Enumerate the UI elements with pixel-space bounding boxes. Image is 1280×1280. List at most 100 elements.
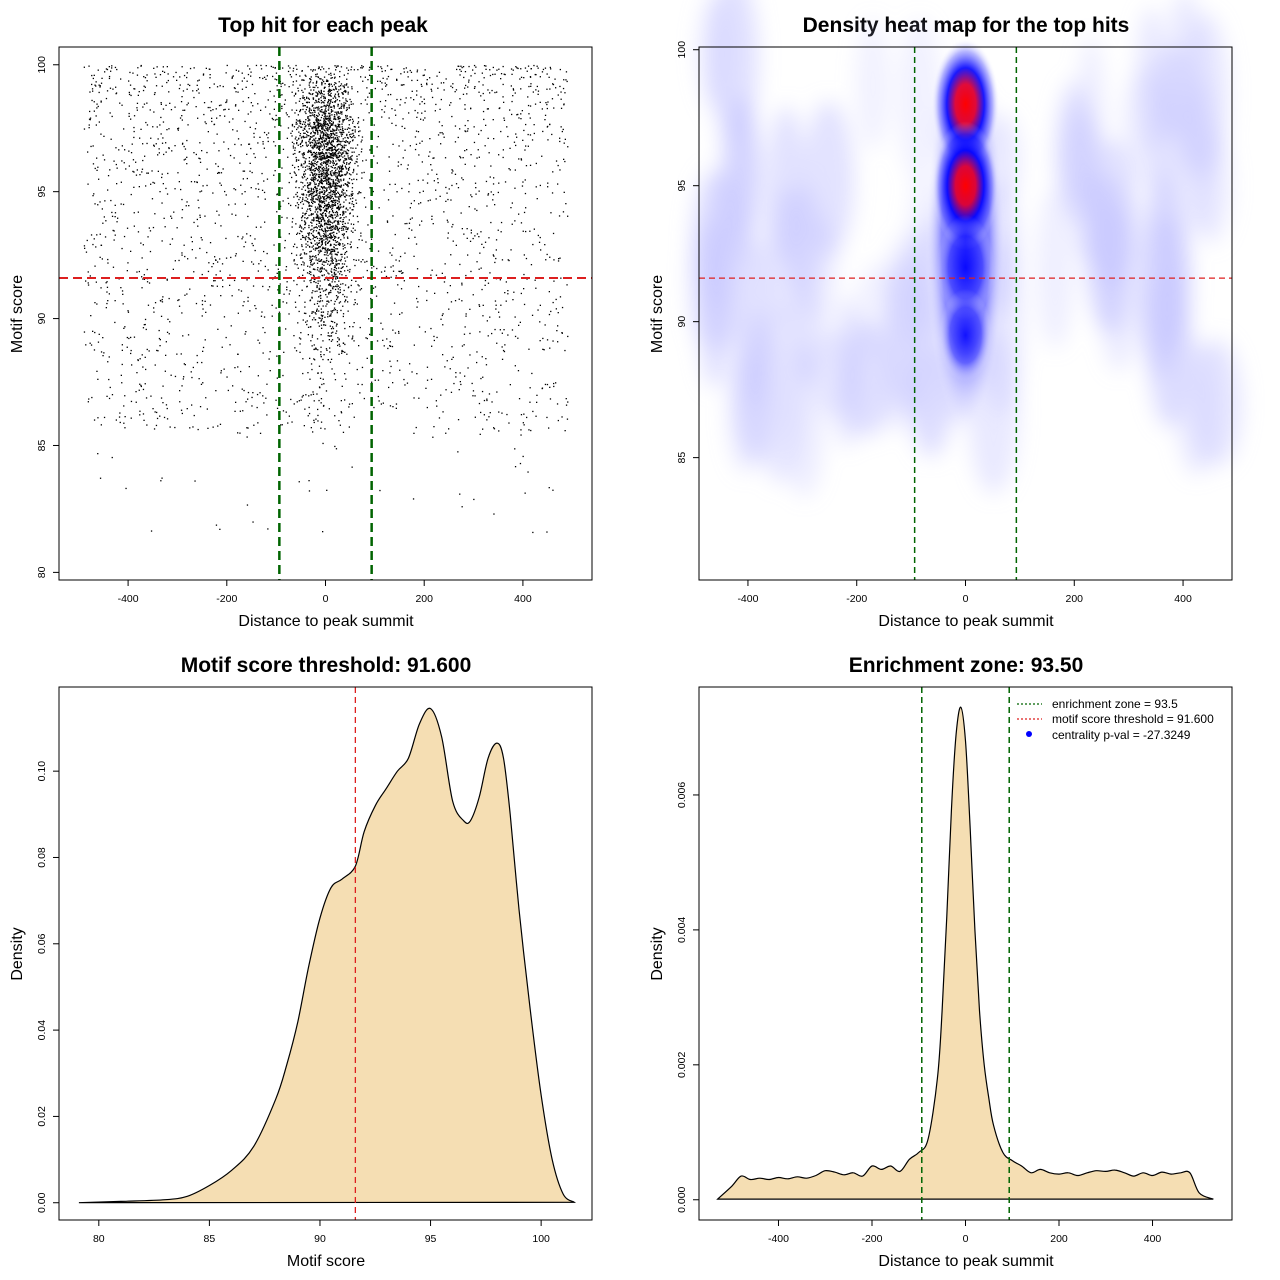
scatter-point [138,91,140,93]
scatter-point [349,141,351,143]
scatter-point [482,376,484,378]
scatter-point [232,118,234,120]
scatter-point [216,210,218,212]
scatter-point [315,129,317,132]
scatter-point [112,229,114,232]
scatter-point [251,242,253,245]
scatter-point [316,302,319,305]
scatter-point [121,363,123,366]
scatter-point [326,279,329,281]
scatter-point [208,68,210,70]
scatter-point [283,351,285,353]
scatter-point [340,83,343,85]
scatter-point [312,231,314,233]
scatter-point [495,257,497,260]
scatter-point [194,480,196,482]
scatter-point [333,211,335,214]
scatter-point [305,112,307,115]
scatter-point [127,310,129,312]
scatter-point [335,277,337,279]
scatter-point [312,126,315,128]
scatter-point [466,130,469,132]
scatter-point [340,412,343,414]
scatter-point [358,285,360,287]
scatter-point [311,126,313,128]
scatter-point [314,139,316,141]
scatter-point [461,300,463,302]
scatter-point [509,169,511,171]
scatter-point [292,67,295,70]
scatter-point [323,254,326,256]
scatter-point [442,313,444,315]
scatter-point [298,295,301,297]
scatter-point [524,192,527,195]
scatter-point [276,377,278,379]
scatter-point [419,142,421,144]
scatter-point [353,303,355,306]
scatter-point [325,162,327,164]
scatter-point [321,238,323,240]
scatter-point [97,378,99,380]
scatter-point [413,99,415,101]
scatter-point [374,87,376,90]
scatter-point [326,296,328,298]
scatter-point [100,101,102,103]
scatter-point [332,262,334,264]
scatter-point [365,337,367,339]
scatter-point [351,279,353,281]
scatter-point [246,279,248,281]
scatter-point [190,371,192,373]
scatter-point [304,111,306,113]
scatter-point [167,73,169,75]
scatter-point [252,244,254,247]
scatter-point [323,162,325,164]
scatter-point [291,135,293,137]
scatter-point [263,316,266,318]
scatter-point [326,179,328,182]
scatter-point [334,134,336,136]
scatter-point [202,185,204,187]
scatter-point [193,152,195,154]
scatter-point [153,67,155,69]
scatter-point [247,215,249,218]
scatter-point [263,180,265,182]
scatter-point [311,192,313,195]
scatter-point [301,231,303,233]
scatter-point [265,65,267,67]
scatter-point [308,214,310,217]
scatter-point [426,366,429,368]
scatter-point [339,301,342,303]
scatter-point [514,92,516,94]
scatter-point [451,358,453,360]
scatter-point [344,183,346,185]
scatter-point [334,65,336,67]
scatter-point [470,270,472,273]
scatter-point [440,98,442,101]
scatter-point [344,159,346,161]
scatter-point [186,156,188,158]
scatter-point [316,107,319,109]
scatter-point [333,89,335,91]
scatter-point [342,145,344,147]
scatter-point [312,145,314,147]
scatter-point [466,93,468,95]
scatter-point [317,124,319,126]
scatter-point [142,143,144,145]
scatter-point [330,340,333,342]
scatter-point [317,247,319,249]
scatter-point [321,242,323,244]
scatter-point [247,296,249,299]
y-tick-label: 80 [36,566,48,578]
scatter-point [333,118,335,120]
scatter-point [297,232,299,234]
scatter-point [325,294,327,296]
scatter-point [344,295,346,298]
scatter-point [420,83,422,86]
scatter-point [442,133,444,135]
scatter-point [445,78,447,80]
scatter-point [525,230,527,233]
scatter-point [191,376,193,379]
scatter-point [319,300,322,302]
scatter-point [336,200,338,202]
scatter-point [333,193,335,195]
